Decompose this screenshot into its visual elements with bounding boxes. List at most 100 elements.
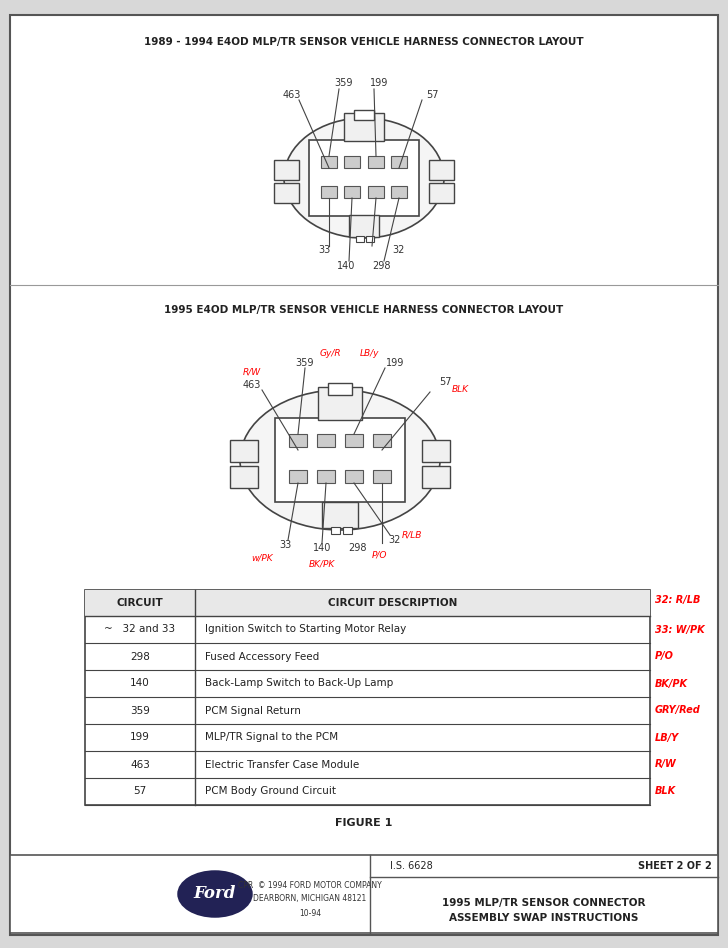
FancyBboxPatch shape [344, 186, 360, 198]
FancyBboxPatch shape [368, 186, 384, 198]
FancyBboxPatch shape [318, 387, 362, 420]
FancyBboxPatch shape [345, 434, 363, 447]
FancyBboxPatch shape [85, 590, 650, 805]
FancyBboxPatch shape [322, 502, 358, 528]
Text: 1995 MLP/TR SENSOR CONNECTOR: 1995 MLP/TR SENSOR CONNECTOR [442, 898, 646, 908]
Text: 463: 463 [282, 90, 301, 100]
FancyBboxPatch shape [429, 160, 454, 180]
FancyBboxPatch shape [274, 183, 299, 203]
Text: 10-94: 10-94 [299, 908, 321, 918]
Ellipse shape [179, 872, 251, 916]
Text: Ford: Ford [194, 885, 236, 902]
FancyBboxPatch shape [344, 113, 384, 141]
Text: R/W: R/W [655, 759, 677, 770]
Text: P/O: P/O [655, 651, 674, 662]
Text: 298: 298 [349, 543, 367, 553]
Text: 199: 199 [130, 733, 150, 742]
FancyBboxPatch shape [289, 434, 307, 447]
Text: BLK: BLK [451, 386, 469, 394]
Text: CIRCUIT DESCRIPTION: CIRCUIT DESCRIPTION [328, 598, 457, 608]
Text: 32: 32 [389, 535, 401, 545]
FancyBboxPatch shape [391, 156, 407, 168]
Text: ~   32 and 33: ~ 32 and 33 [104, 625, 175, 634]
Text: 140: 140 [313, 543, 331, 553]
Text: Ignition Switch to Starting Motor Relay: Ignition Switch to Starting Motor Relay [205, 625, 406, 634]
FancyBboxPatch shape [429, 183, 454, 203]
FancyBboxPatch shape [373, 434, 391, 447]
FancyBboxPatch shape [391, 186, 407, 198]
FancyBboxPatch shape [10, 855, 718, 933]
Text: BLK: BLK [655, 787, 676, 796]
Ellipse shape [284, 118, 444, 238]
Text: PCM Body Ground Circuit: PCM Body Ground Circuit [205, 787, 336, 796]
Text: CPR  © 1994 FORD MOTOR COMPANY: CPR © 1994 FORD MOTOR COMPANY [238, 881, 382, 889]
FancyBboxPatch shape [289, 470, 307, 483]
Text: 359: 359 [335, 78, 353, 88]
FancyBboxPatch shape [356, 236, 364, 242]
Text: LB/Y: LB/Y [655, 733, 679, 742]
FancyBboxPatch shape [274, 160, 299, 180]
Text: ASSEMBLY SWAP INSTRUCTIONS: ASSEMBLY SWAP INSTRUCTIONS [449, 913, 638, 923]
Text: 199: 199 [370, 78, 388, 88]
Text: Gy/R: Gy/R [319, 349, 341, 357]
Text: 33: W/PK: 33: W/PK [655, 625, 705, 634]
FancyBboxPatch shape [10, 15, 718, 935]
FancyBboxPatch shape [343, 527, 352, 534]
Text: 1989 - 1994 E4OD MLP/TR SENSOR VEHICLE HARNESS CONNECTOR LAYOUT: 1989 - 1994 E4OD MLP/TR SENSOR VEHICLE H… [144, 37, 584, 47]
Text: 140: 140 [337, 261, 355, 271]
Text: 298: 298 [373, 261, 391, 271]
Text: Fused Accessory Feed: Fused Accessory Feed [205, 651, 320, 662]
FancyBboxPatch shape [331, 527, 340, 534]
Text: CIRCUIT: CIRCUIT [116, 598, 163, 608]
Text: 140: 140 [130, 679, 150, 688]
FancyBboxPatch shape [275, 418, 405, 502]
Text: 463: 463 [243, 380, 261, 390]
Ellipse shape [240, 390, 440, 530]
Text: DEARBORN, MICHIGAN 48121: DEARBORN, MICHIGAN 48121 [253, 895, 367, 903]
Text: 33: 33 [318, 245, 330, 255]
FancyBboxPatch shape [309, 140, 419, 216]
Text: Back-Lamp Switch to Back-Up Lamp: Back-Lamp Switch to Back-Up Lamp [205, 679, 393, 688]
Text: MLP/TR Signal to the PCM: MLP/TR Signal to the PCM [205, 733, 338, 742]
Text: 359: 359 [296, 358, 314, 368]
FancyBboxPatch shape [344, 156, 360, 168]
Text: P/O: P/O [372, 551, 388, 559]
Text: 359: 359 [130, 705, 150, 716]
FancyBboxPatch shape [345, 470, 363, 483]
Text: SHEET 2 OF 2: SHEET 2 OF 2 [638, 861, 712, 871]
Text: R/LB: R/LB [402, 531, 422, 539]
Text: 32: 32 [393, 245, 405, 255]
Text: 57: 57 [439, 377, 451, 387]
Text: 33: 33 [279, 540, 291, 550]
FancyBboxPatch shape [230, 440, 258, 462]
FancyBboxPatch shape [317, 470, 335, 483]
Text: 298: 298 [130, 651, 150, 662]
FancyBboxPatch shape [354, 110, 374, 120]
Text: PCM Signal Return: PCM Signal Return [205, 705, 301, 716]
Text: 57: 57 [133, 787, 146, 796]
FancyBboxPatch shape [85, 590, 650, 616]
Text: 57: 57 [426, 90, 438, 100]
Text: I.S. 6628: I.S. 6628 [390, 861, 432, 871]
Text: R/W: R/W [243, 368, 261, 376]
FancyBboxPatch shape [422, 440, 450, 462]
Text: Electric Transfer Case Module: Electric Transfer Case Module [205, 759, 359, 770]
Text: 1995 E4OD MLP/TR SENSOR VEHICLE HARNESS CONNECTOR LAYOUT: 1995 E4OD MLP/TR SENSOR VEHICLE HARNESS … [165, 305, 563, 315]
Text: 32: R/LB: 32: R/LB [655, 595, 700, 605]
FancyBboxPatch shape [321, 156, 337, 168]
FancyBboxPatch shape [373, 470, 391, 483]
Text: w/PK: w/PK [251, 554, 273, 562]
FancyBboxPatch shape [349, 215, 379, 237]
FancyBboxPatch shape [230, 466, 258, 488]
FancyBboxPatch shape [366, 236, 374, 242]
Text: BK/PK: BK/PK [655, 679, 688, 688]
Text: 199: 199 [386, 358, 404, 368]
Text: GRY/Red: GRY/Red [655, 705, 701, 716]
FancyBboxPatch shape [317, 434, 335, 447]
FancyBboxPatch shape [328, 383, 352, 395]
FancyBboxPatch shape [368, 156, 384, 168]
FancyBboxPatch shape [422, 466, 450, 488]
Text: FIGURE 1: FIGURE 1 [336, 818, 392, 828]
Text: LB/y: LB/y [360, 349, 380, 357]
FancyBboxPatch shape [321, 186, 337, 198]
